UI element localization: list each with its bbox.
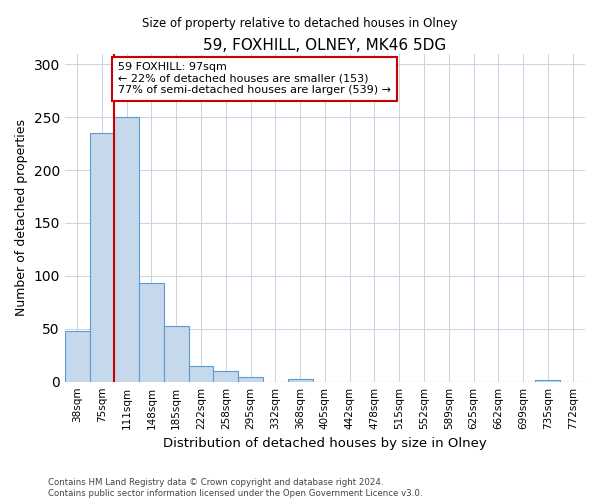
Bar xyxy=(288,378,313,382)
Title: 59, FOXHILL, OLNEY, MK46 5DG: 59, FOXHILL, OLNEY, MK46 5DG xyxy=(203,38,446,52)
Bar xyxy=(188,366,214,382)
Bar xyxy=(535,380,560,382)
Bar xyxy=(164,326,188,382)
Text: Size of property relative to detached houses in Olney: Size of property relative to detached ho… xyxy=(142,18,458,30)
X-axis label: Distribution of detached houses by size in Olney: Distribution of detached houses by size … xyxy=(163,437,487,450)
Y-axis label: Number of detached properties: Number of detached properties xyxy=(15,119,28,316)
Bar xyxy=(65,331,89,382)
Bar xyxy=(238,378,263,382)
Text: 59 FOXHILL: 97sqm
← 22% of detached houses are smaller (153)
77% of semi-detache: 59 FOXHILL: 97sqm ← 22% of detached hous… xyxy=(118,62,391,96)
Bar xyxy=(115,117,139,382)
Bar xyxy=(139,284,164,382)
Text: Contains HM Land Registry data © Crown copyright and database right 2024.
Contai: Contains HM Land Registry data © Crown c… xyxy=(48,478,422,498)
Bar xyxy=(89,133,115,382)
Bar xyxy=(214,371,238,382)
